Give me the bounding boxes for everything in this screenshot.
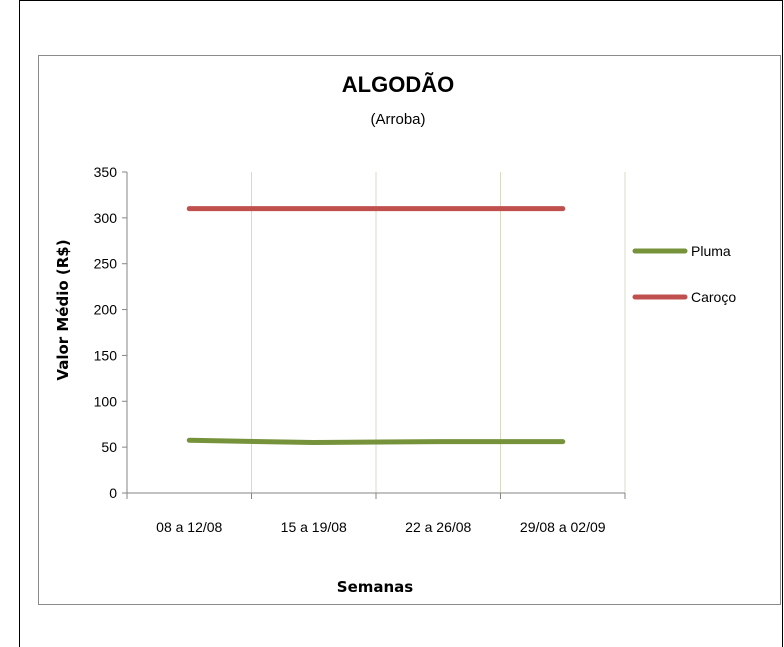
legend: Pluma Caroço [632, 243, 736, 305]
series-lines [186, 206, 566, 446]
y-tick-label: 150 [94, 347, 118, 363]
legend-label: Pluma [691, 243, 731, 259]
x-tick-label: 08 a 12/08 [156, 519, 222, 535]
x-tick-labels: 08 a 12/08 15 a 19/08 22 a 26/08 29/08 a 02… [156, 519, 606, 535]
chart-subtitle: (Arroba) [370, 111, 425, 128]
y-tick-label: 50 [101, 439, 117, 455]
y-tick-label: 300 [94, 210, 118, 226]
y-tick-label: 200 [94, 302, 118, 318]
axes [122, 171, 626, 499]
x-axis-title: Semanas [337, 578, 414, 596]
x-tick-label: 29/08 a 02/09 [520, 519, 606, 535]
x-tick-label: 22 a 26/08 [405, 519, 471, 535]
y-tick-label: 0 [109, 485, 117, 501]
y-tick-label: 100 [94, 393, 118, 409]
y-axis-title: Valor Médio (R$) [54, 239, 72, 380]
page-border [19, 0, 783, 647]
legend-label: Caroço [691, 289, 736, 305]
series-line-pluma [186, 437, 566, 446]
y-tick-label: 350 [94, 164, 118, 180]
chart-frame [38, 55, 781, 605]
y-tick-label: 250 [94, 256, 118, 272]
y-tick-labels: 0 50 100 150 200 250 300 350 [94, 164, 118, 501]
chart-title: ALGODÃO [342, 72, 454, 97]
x-tick-label: 15 a 19/08 [281, 519, 347, 535]
